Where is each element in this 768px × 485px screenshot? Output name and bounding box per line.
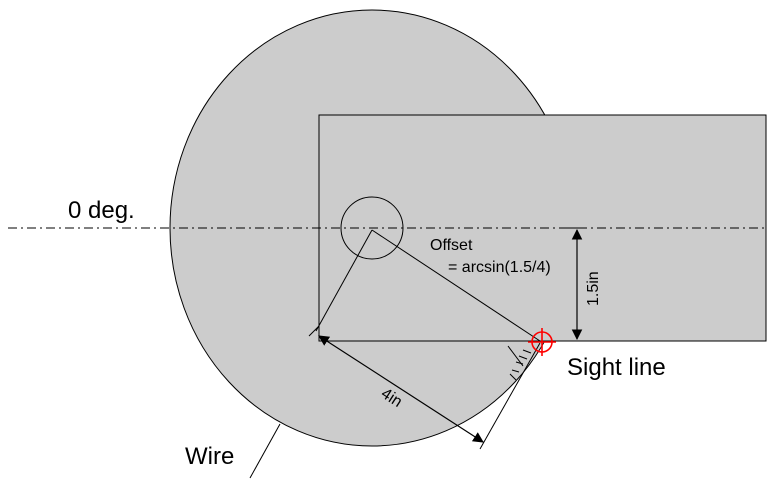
height-dimension-label: 1.5in <box>585 271 602 306</box>
length-dimension-line <box>318 335 484 443</box>
wire-leader-line <box>249 423 281 479</box>
offset-label: Offset <box>430 237 473 254</box>
corner-radius-line <box>315 229 373 332</box>
wire-label: Wire <box>185 443 234 470</box>
scale-ticks <box>507 345 532 381</box>
sight-line <box>479 342 541 450</box>
pivot-circle <box>340 196 404 260</box>
offset-radius-line <box>371 229 541 342</box>
sight-line-label: Sight line <box>567 354 666 381</box>
zero-degree-label: 0 deg. <box>68 197 135 224</box>
corner-tick <box>308 325 320 337</box>
crosshair-target-icon <box>528 328 556 356</box>
offset-formula: = arcsin(1.5/4) <box>448 259 551 276</box>
